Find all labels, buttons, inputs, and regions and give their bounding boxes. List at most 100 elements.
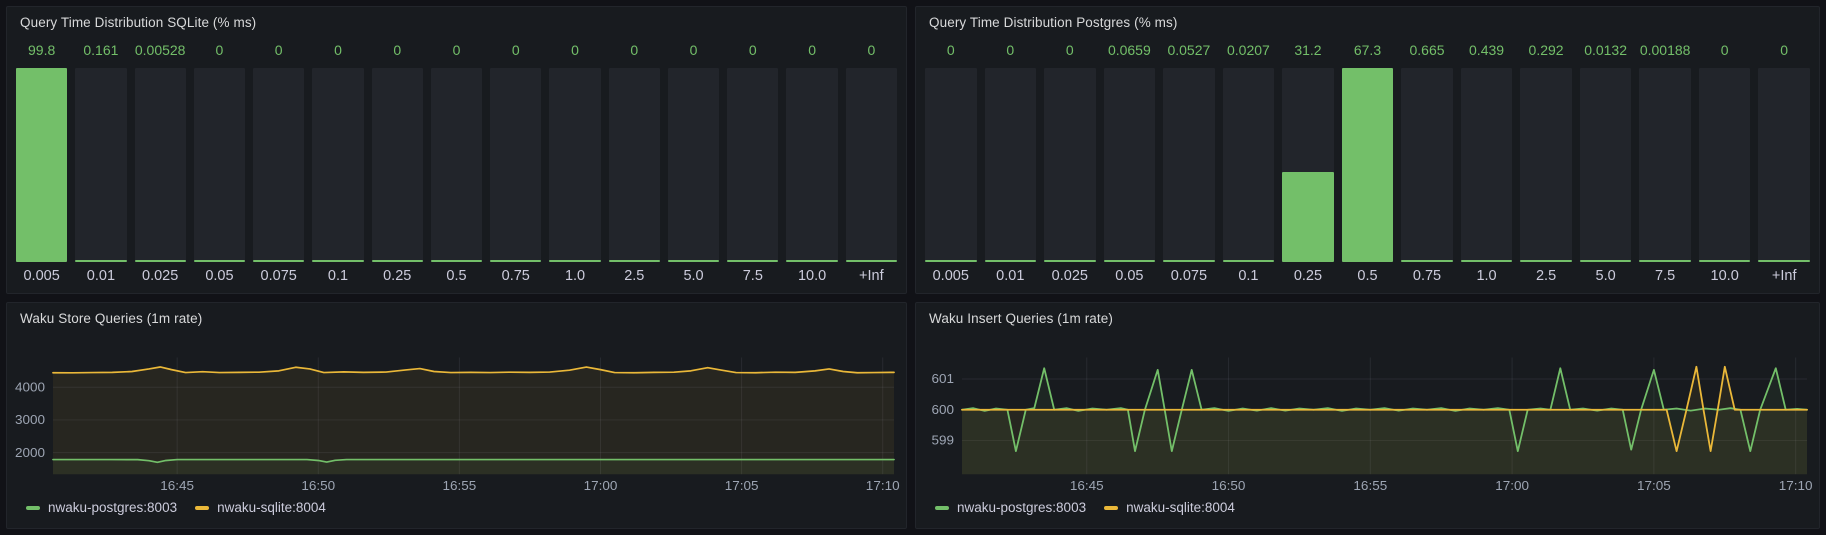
bar-gauge-cell: 0.0527 0.075 (1163, 41, 1215, 285)
x-axis-tick-label: 16:45 (1070, 479, 1104, 494)
x-axis-tick-label: 16:55 (1353, 479, 1387, 494)
time-series-plot[interactable]: 2000 3000 4000 16:45 16:50 16:55 17:00 17:05 17:… (7, 333, 906, 494)
bar-value-label: 0 (452, 42, 461, 58)
bar-value-label: 99.8 (28, 42, 56, 58)
bar-fill (1044, 260, 1096, 262)
bar-value-label: 0.292 (1528, 42, 1564, 58)
legend-series-label: nwaku-sqlite:8004 (217, 500, 326, 515)
bar-gauge-cell: 0.0207 0.1 (1222, 41, 1275, 285)
insert-queries-legend: nwaku-postgres:8003 nwaku-sqlite:8004 (916, 494, 1819, 528)
x-axis-tick-label: 16:55 (442, 479, 476, 494)
bar-value-label: 0 (1720, 42, 1729, 58)
bar-bucket-label: 10.0 (1710, 268, 1739, 284)
bar-bucket-label: 0.1 (1238, 268, 1259, 284)
bar-track (727, 68, 779, 262)
x-axis-tick-label: 17:10 (1779, 479, 1813, 494)
bar-value-label: 0 (1006, 42, 1015, 58)
bar-bucket-label: 0.005 (23, 268, 60, 284)
bar-track (193, 68, 246, 262)
bar-bucket-label: 10.0 (797, 268, 827, 284)
bar-bucket-label: 7.5 (742, 268, 763, 284)
panel-waku-insert-queries: Waku Insert Queries (1m rate) 599 600 601 1… (915, 302, 1820, 529)
bar-gauge-cell: 0.439 1.0 (1460, 41, 1513, 285)
bar-bucket-label: 7.5 (1655, 268, 1676, 284)
series-area-nwaku-postgres:8003 (53, 459, 894, 475)
bar-track (1401, 68, 1453, 262)
series-area-nwaku-sqlite:8004 (53, 366, 894, 475)
x-axis-tick-label: 17:05 (725, 479, 759, 494)
bar-gauge-cell: 0.665 0.75 (1401, 41, 1453, 285)
bar-track (1639, 68, 1691, 262)
bar-gauge-cell: 0.292 2.5 (1520, 41, 1572, 285)
bar-fill (1341, 68, 1394, 262)
bar-track (925, 68, 977, 262)
bar-gauge-cell: 0 10.0 (786, 41, 838, 285)
panel-title[interactable]: Query Time Distribution SQLite (% ms) (20, 15, 257, 30)
bar-bucket-label: 0.1 (327, 268, 349, 284)
legend-series-label: nwaku-postgres:8003 (48, 500, 178, 515)
bar-gauge-cell: 0 0.05 (193, 41, 246, 285)
bar-track (1698, 68, 1751, 262)
y-axis-tick-label: 601 (931, 372, 954, 387)
legend-series-chip (1104, 505, 1119, 510)
bar-track (1163, 68, 1215, 262)
panel-title[interactable]: Waku Store Queries (1m rate) (20, 311, 203, 326)
bar-track (1044, 68, 1096, 262)
y-axis-tick-label: 600 (931, 402, 954, 417)
bar-gauge-cell: 0 +Inf (845, 41, 897, 285)
bar-gauge-cell: 0 2.5 (608, 41, 660, 285)
y-axis-tick-label: 2000 (15, 445, 45, 460)
bar-track (1222, 68, 1275, 262)
bar-fill (925, 260, 977, 262)
bar-fill (1282, 172, 1334, 262)
bar-gauge-cell: 0 10.0 (1698, 41, 1751, 285)
bar-value-label: 0 (393, 42, 402, 58)
legend-item[interactable]: nwaku-postgres:8003 (26, 500, 177, 515)
y-axis-tick-label: 599 (931, 433, 954, 448)
bar-bucket-label: 0.5 (446, 268, 467, 284)
panel-title[interactable]: Waku Insert Queries (1m rate) (929, 311, 1113, 326)
bar-track (134, 68, 186, 262)
legend-series-chip (195, 505, 210, 510)
insert-queries-chart[interactable]: 599 600 601 16:45 16:50 16:55 17:00 17:05 17:10 (916, 333, 1819, 494)
bar-bucket-label: 0.025 (1051, 268, 1088, 284)
panel-query-time-distribution-sqlite: Query Time Distribution SQLite (% ms) 99… (6, 6, 907, 294)
bar-gauge-sqlite: 99.8 0.005 0.161 0.01 0.00528 0.025 0 0.05 0 0.07… (7, 37, 906, 293)
bar-track (371, 68, 423, 262)
bar-value-label: 0 (808, 42, 816, 58)
panel-query-time-distribution-postgres: Query Time Distribution Postgres (% ms) … (915, 6, 1820, 294)
store-queries-chart[interactable]: 2000 3000 4000 16:45 16:50 16:55 17:00 17:05 17:… (7, 333, 906, 494)
series-line-nwaku-sqlite:8004 (52, 366, 895, 374)
bar-fill (608, 260, 660, 262)
bar-bucket-label: 0.05 (1115, 268, 1144, 284)
bar-track (786, 68, 838, 262)
time-series-plot[interactable]: 599 600 601 16:45 16:50 16:55 17:00 17:05 17:10 (916, 333, 1819, 494)
bar-fill (984, 260, 1037, 262)
legend-item[interactable]: nwaku-postgres:8003 (935, 500, 1086, 515)
bar-track (608, 68, 660, 262)
panel-title[interactable]: Query Time Distribution Postgres (% ms) (929, 15, 1178, 30)
bar-track (549, 68, 601, 262)
bar-fill (490, 260, 542, 262)
legend-item[interactable]: nwaku-sqlite:8004 (1104, 500, 1235, 515)
bar-bucket-label: 0.01 (996, 268, 1025, 284)
bar-track (16, 68, 68, 262)
legend-item[interactable]: nwaku-sqlite:8004 (195, 500, 326, 515)
bar-bucket-label: 0.075 (1170, 268, 1208, 284)
bar-value-label: 67.3 (1353, 42, 1382, 58)
bar-value-label: 0 (334, 42, 342, 58)
bar-bucket-label: 0.5 (1357, 268, 1378, 284)
bar-fill (727, 260, 779, 262)
bar-gauge-cell: 99.8 0.005 (16, 41, 68, 285)
bar-fill (1222, 260, 1275, 262)
bar-track (1103, 68, 1156, 262)
bar-gauge-cell: 0.00188 7.5 (1639, 41, 1691, 285)
bar-gauge-cell: 0 7.5 (727, 41, 779, 285)
series-line-nwaku-sqlite:8004 (961, 365, 1808, 453)
bar-gauge-cell: 0.00528 0.025 (134, 41, 186, 285)
x-axis-tick-label: 17:00 (1495, 479, 1529, 494)
bar-fill (1579, 260, 1632, 262)
bar-fill (1758, 260, 1810, 262)
bar-bucket-label: 0.75 (501, 268, 530, 284)
